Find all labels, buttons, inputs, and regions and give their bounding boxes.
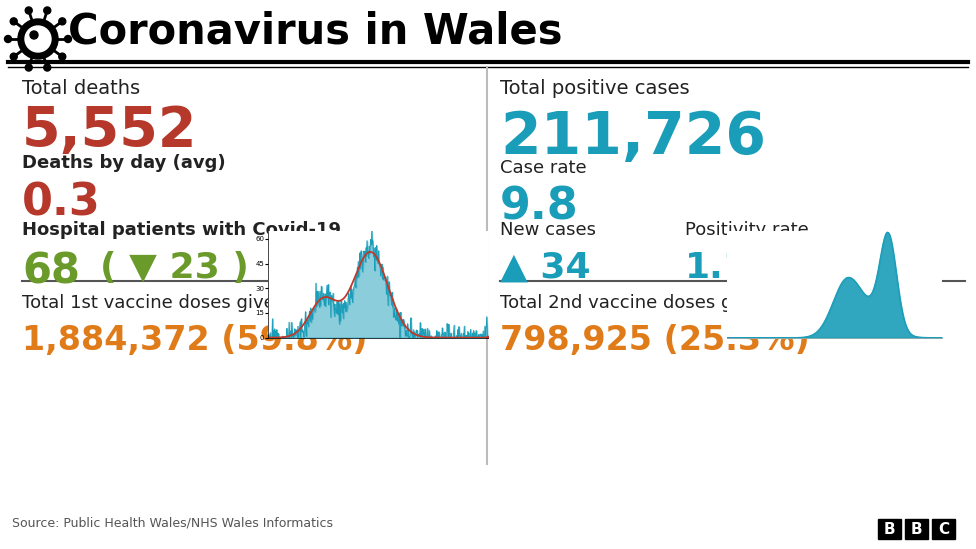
- Text: ▲ 34: ▲ 34: [500, 251, 590, 285]
- Text: Hospital patients with Covid-19: Hospital patients with Covid-19: [22, 221, 341, 239]
- Text: 798,925 (25.3%): 798,925 (25.3%): [500, 324, 810, 357]
- Text: Total deaths: Total deaths: [22, 79, 141, 98]
- Text: Deaths by day (avg): Deaths by day (avg): [22, 154, 225, 172]
- Text: 1,884,372 (59.8%): 1,884,372 (59.8%): [22, 324, 368, 357]
- FancyBboxPatch shape: [905, 519, 928, 539]
- Text: 5,552: 5,552: [22, 104, 197, 158]
- Circle shape: [25, 64, 32, 71]
- Text: Total 1st vaccine doses given: Total 1st vaccine doses given: [22, 294, 286, 312]
- Circle shape: [10, 18, 18, 25]
- Text: C: C: [938, 522, 949, 536]
- Circle shape: [25, 26, 51, 52]
- Circle shape: [18, 19, 58, 59]
- Text: Case rate: Case rate: [500, 159, 587, 177]
- Circle shape: [30, 31, 38, 39]
- Circle shape: [59, 53, 65, 60]
- Circle shape: [44, 64, 51, 71]
- Text: New cases: New cases: [500, 221, 596, 239]
- Text: ( ▼ 23 ): ( ▼ 23 ): [100, 251, 249, 285]
- Text: B: B: [883, 522, 895, 536]
- Circle shape: [10, 53, 18, 60]
- FancyBboxPatch shape: [932, 519, 955, 539]
- Text: 9.8: 9.8: [500, 186, 579, 229]
- Circle shape: [25, 7, 32, 14]
- Text: Total 2nd vaccine doses given: Total 2nd vaccine doses given: [500, 294, 771, 312]
- Circle shape: [64, 36, 71, 42]
- Text: 1.1%: 1.1%: [685, 251, 785, 285]
- Text: Total positive cases: Total positive cases: [500, 79, 690, 98]
- Text: 0.3: 0.3: [22, 181, 101, 224]
- Circle shape: [5, 36, 12, 42]
- Text: Positivity rate: Positivity rate: [685, 221, 809, 239]
- Circle shape: [59, 18, 65, 25]
- Text: 211,726: 211,726: [500, 109, 766, 166]
- Text: B: B: [911, 522, 922, 536]
- Text: Coronavirus in Wales: Coronavirus in Wales: [68, 10, 562, 52]
- Text: 68: 68: [22, 251, 80, 293]
- Circle shape: [44, 7, 51, 14]
- FancyBboxPatch shape: [878, 519, 901, 539]
- Text: Source: Public Health Wales/NHS Wales Informatics: Source: Public Health Wales/NHS Wales In…: [12, 516, 333, 529]
